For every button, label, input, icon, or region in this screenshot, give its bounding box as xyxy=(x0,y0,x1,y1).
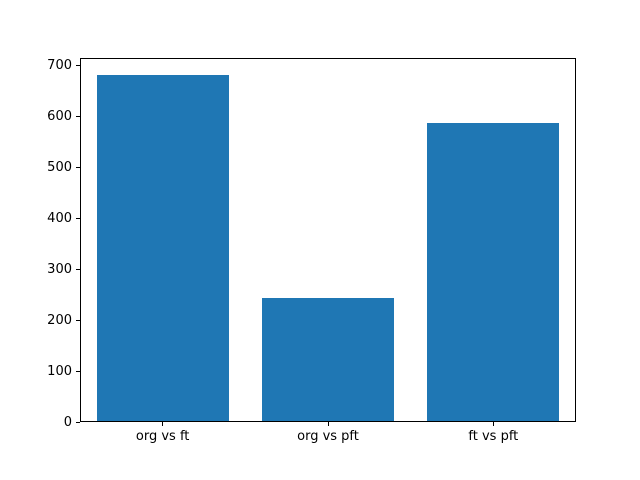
x-tick-label: org vs ft xyxy=(135,429,190,444)
y-tick-mark xyxy=(76,64,80,66)
y-tick-mark xyxy=(76,166,80,168)
x-tick-label: ft vs pft xyxy=(468,429,519,444)
y-tick-mark xyxy=(76,421,80,423)
y-tick-mark xyxy=(76,370,80,372)
y-tick-label: 300 xyxy=(47,261,72,277)
x-tick-mark xyxy=(327,422,329,426)
y-tick-mark xyxy=(76,268,80,270)
y-tick-label: 100 xyxy=(47,363,72,379)
y-tick-label: 0 xyxy=(63,414,72,430)
x-tick-label: org vs pft xyxy=(297,429,359,444)
y-tick-label: 500 xyxy=(47,159,72,175)
y-tick-mark xyxy=(76,115,80,117)
y-tick-label: 200 xyxy=(47,312,72,328)
bar-org-vs-pft xyxy=(261,298,395,422)
y-tick-mark xyxy=(76,319,80,321)
bar-ft-vs-pft xyxy=(427,122,560,422)
y-tick-mark xyxy=(76,217,80,219)
y-tick-label: 600 xyxy=(47,108,72,124)
x-tick-mark xyxy=(162,422,164,426)
y-tick-label: 400 xyxy=(47,210,72,226)
bar-org-vs-ft xyxy=(96,75,229,422)
y-tick-label: 700 xyxy=(47,57,72,73)
x-tick-mark xyxy=(492,422,494,426)
